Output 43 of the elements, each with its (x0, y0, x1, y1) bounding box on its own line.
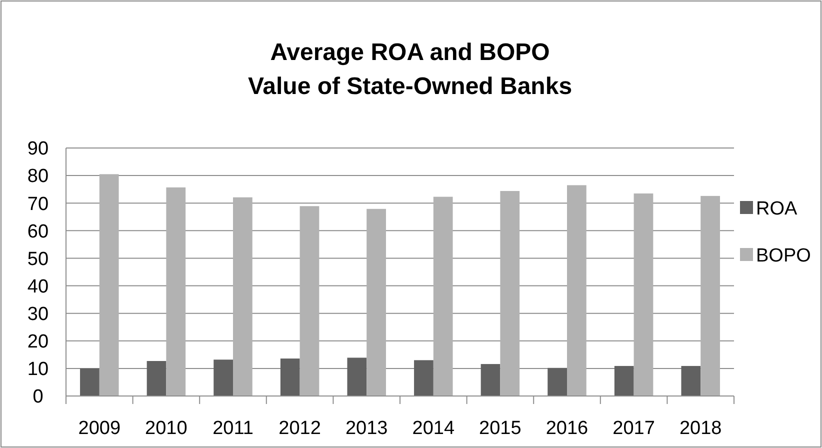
bar (146, 361, 166, 396)
bar (681, 366, 701, 396)
bar (233, 197, 252, 396)
y-tick-label: 90 (27, 138, 49, 160)
bar (214, 360, 233, 396)
x-tick-label: 2015 (479, 418, 522, 439)
y-tick-label: 40 (27, 276, 49, 298)
bar (166, 187, 186, 396)
x-tick-label: 2014 (412, 418, 455, 439)
x-tick-label: 2009 (78, 418, 121, 439)
bar (280, 358, 300, 396)
x-tick-label: 2016 (546, 418, 588, 439)
bar (567, 185, 586, 396)
bar (700, 196, 720, 396)
bar (300, 206, 320, 396)
y-tick-label: 20 (27, 332, 49, 353)
chart-title: Average ROA and BOPO Value of State-Owned Banks (248, 39, 572, 100)
bar (500, 190, 520, 396)
bar (80, 368, 100, 396)
y-tick-label: 10 (27, 359, 49, 380)
bar (614, 366, 634, 396)
x-tick-label: 2017 (612, 418, 655, 439)
x-tick-label: 2018 (679, 418, 722, 439)
y-tick-label: 0 (32, 386, 44, 408)
x-tick-label: 2010 (145, 418, 188, 439)
x-tick-label: 2012 (278, 418, 321, 439)
bar (548, 368, 567, 396)
bar (347, 358, 367, 396)
legend-label: BOPO (756, 246, 811, 267)
bar (414, 360, 434, 396)
y-tick-label: 30 (27, 304, 49, 325)
bar (99, 174, 119, 396)
y-tick-label: 60 (27, 221, 49, 242)
legend-label: ROA (756, 198, 798, 220)
x-tick-label: 2013 (345, 418, 388, 439)
bar (433, 196, 453, 396)
y-tick-label: 80 (27, 166, 49, 188)
y-tick-label: 50 (27, 248, 49, 270)
x-tick-label: 2011 (212, 418, 254, 439)
bar (634, 193, 654, 396)
bar (480, 364, 500, 396)
y-tick-label: 70 (27, 194, 49, 215)
bar (366, 208, 386, 396)
